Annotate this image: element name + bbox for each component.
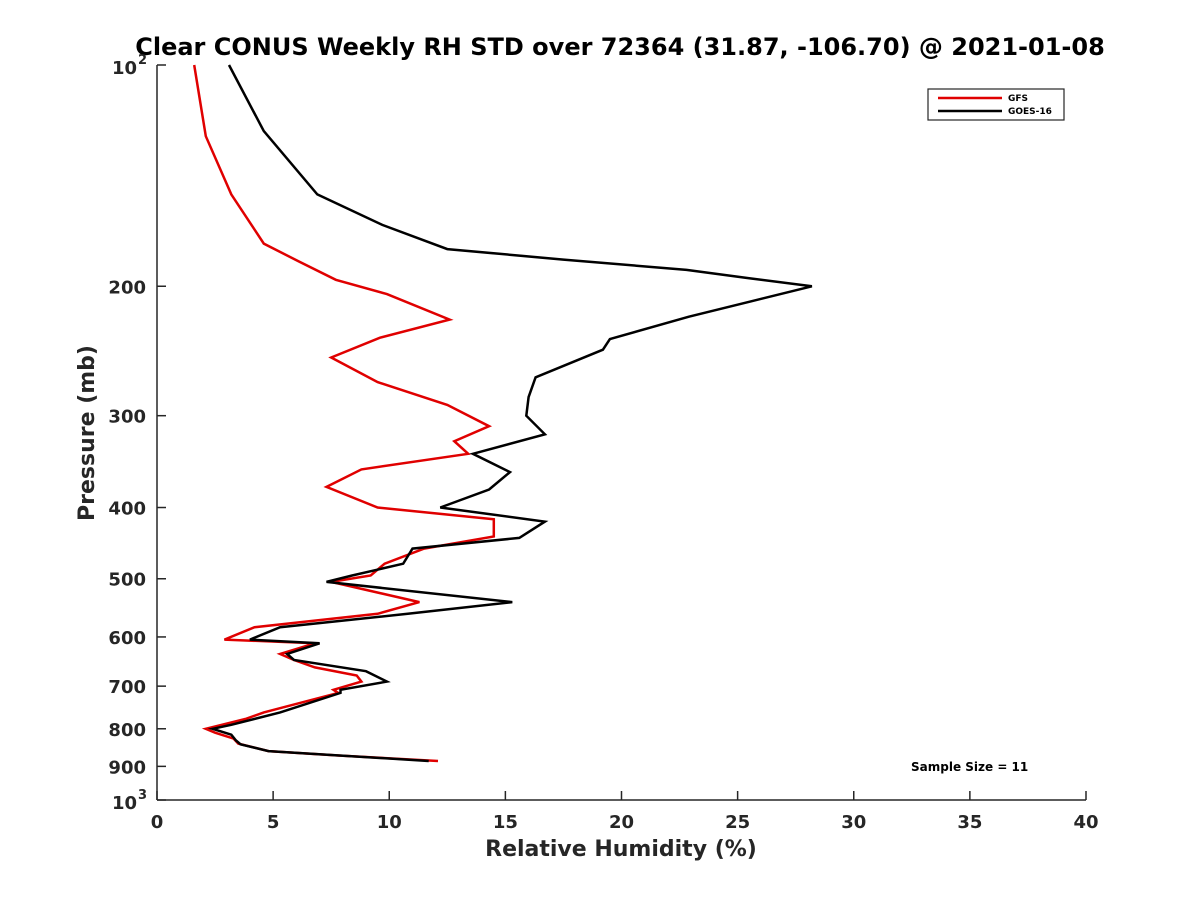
x-tick-label: 10	[377, 812, 402, 833]
x-tick-label: 15	[493, 812, 518, 833]
legend: GFS GOES-16	[927, 88, 1065, 121]
legend-label: GOES-16	[1008, 107, 1052, 117]
y-tick-label-base: 10	[112, 793, 137, 814]
y-tick-label: 200	[108, 277, 146, 298]
x-tick-label: 20	[609, 812, 634, 833]
series-layer	[192, 64, 813, 763]
series-line-goes-16	[207, 64, 813, 763]
y-tick-label-base: 10	[112, 58, 137, 79]
y-tick-label: 600	[108, 628, 146, 649]
x-tick-label: 35	[957, 812, 982, 833]
y-tick-label: 300	[108, 407, 146, 428]
y-tick-label-exponent: 3	[138, 788, 147, 803]
y-tick-label: 700	[108, 677, 146, 698]
y-tick-label: 500	[108, 570, 146, 591]
legend-box	[927, 88, 1065, 121]
x-tick-label: 5	[267, 812, 280, 833]
sample-size-annotation: Sample Size = 11	[911, 760, 1028, 774]
legend-label: GFS	[1008, 94, 1028, 104]
series-line-gfs	[192, 64, 496, 763]
x-axis-ticks: 0 5 10 15 20 25 30 35 40	[151, 791, 1099, 833]
plot-frame	[156, 65, 1086, 801]
y-tick-label: 800	[108, 720, 146, 741]
y-tick-label: 400	[108, 499, 146, 520]
y-tick-label: 900	[108, 757, 146, 778]
y-tick-label: 10	[112, 793, 137, 814]
x-tick-label: 25	[725, 812, 750, 833]
y-tick-label: 10	[112, 58, 137, 79]
x-tick-label: 40	[1073, 812, 1098, 833]
chart-title: Clear CONUS Weekly RH STD over 72364 (31…	[135, 33, 1105, 61]
x-axis-label: Relative Humidity (%)	[485, 837, 757, 862]
y-tick-label-exponent: 2	[138, 53, 147, 68]
x-tick-label: 30	[841, 812, 866, 833]
y-axis-label: Pressure (mb)	[75, 345, 100, 521]
x-tick-label: 0	[151, 812, 164, 833]
